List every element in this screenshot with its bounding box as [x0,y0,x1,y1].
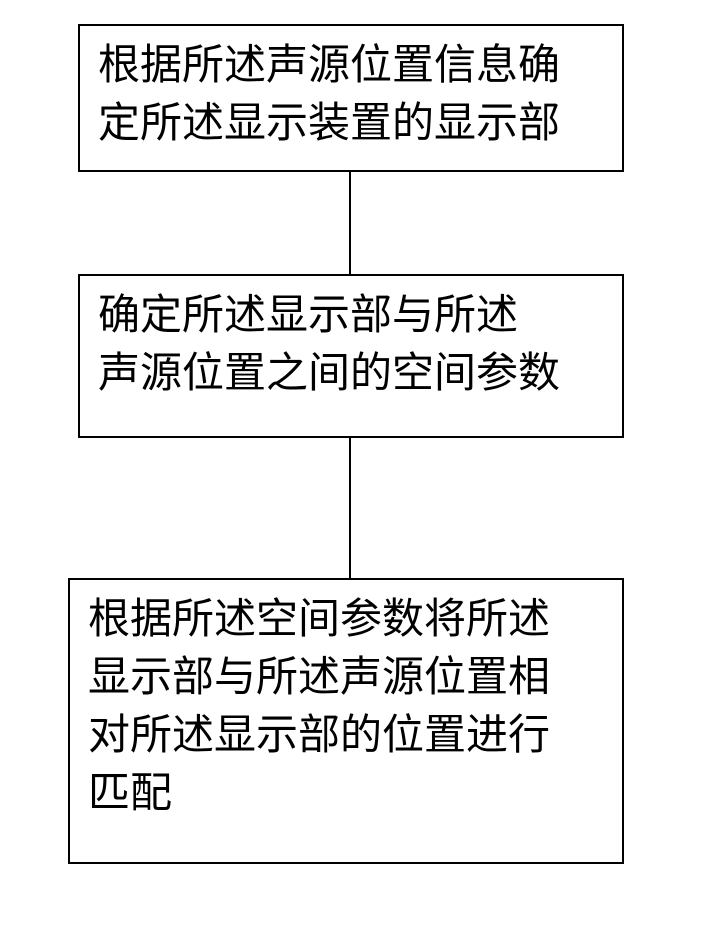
flow-edge-1-2 [349,172,351,274]
flow-node-1-text: 根据所述声源位置信息确 定所述显示装置的显示部 [98,38,560,154]
flow-node-2-text: 确定所述显示部与所述 声源位置之间的空间参数 [98,288,560,404]
flow-edge-2-3 [349,438,351,578]
flow-node-2: 确定所述显示部与所述 声源位置之间的空间参数 [78,274,624,438]
flow-node-3: 根据所述空间参数将所述 显示部与所述声源位置相 对所述显示部的位置进行 匹配 [68,578,624,864]
flow-node-1: 根据所述声源位置信息确 定所述显示装置的显示部 [78,24,624,172]
flow-node-3-text: 根据所述空间参数将所述 显示部与所述声源位置相 对所述显示部的位置进行 匹配 [88,592,550,824]
